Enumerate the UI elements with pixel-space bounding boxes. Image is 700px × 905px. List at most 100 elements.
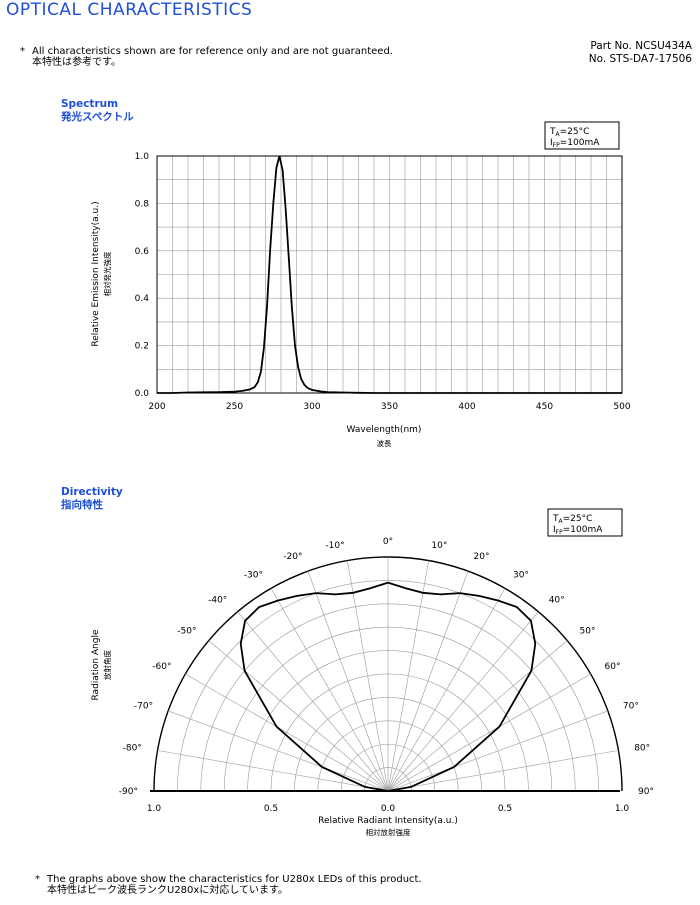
polar-grid-spoke	[387, 710, 608, 792]
polar-grid-spoke	[270, 588, 389, 792]
spectrum-y-tick-label: 0.4	[135, 294, 150, 304]
part-number: Part No. NCSU434A	[590, 40, 692, 52]
polar-grid-spoke	[168, 710, 389, 792]
polar-angle-label: -50°	[177, 626, 196, 636]
polar-grid-spoke	[237, 611, 389, 792]
footer-note-jp: 本特性はピーク波長ランクU280xに対応しています。	[47, 885, 289, 896]
polar-grid-spoke	[387, 571, 469, 792]
polar-angle-label: -40°	[208, 596, 227, 606]
directivity-cond-ta-sub: A	[559, 518, 564, 525]
directivity-xlabel: Relative Radiant Intensity(a.u.)	[318, 816, 458, 826]
reference-note-jp: 本特性は参考です。	[32, 57, 121, 68]
spectrum-grid	[157, 156, 622, 393]
directivity-title-en: Directivity	[61, 486, 123, 498]
polar-angle-label: 90°	[638, 787, 654, 797]
directivity-curve	[239, 581, 537, 792]
polar-angle-label: 0°	[383, 537, 393, 547]
spectrum-cond-ifp-sub: FP	[553, 142, 560, 149]
polar-grid-spoke	[185, 673, 389, 792]
polar-angle-label: -70°	[134, 702, 153, 712]
footer-note-en: The graphs above show the characteristic…	[47, 874, 422, 885]
polar-grid-spoke	[157, 750, 389, 792]
directivity-cond-ta-value: =25°C	[563, 514, 593, 524]
svg-text:IFP=100mA: IFP=100mA	[553, 525, 603, 536]
polar-grid-spoke	[387, 673, 591, 792]
spectrum-y-tick-label: 0.0	[135, 389, 150, 399]
polar-grid-spoke	[387, 588, 506, 792]
polar-grid-spoke	[387, 640, 568, 792]
part-info: Part No. NCSU434A No. STS-DA7-17506	[589, 40, 692, 66]
spectrum-y-tick-label: 0.2	[135, 342, 149, 352]
spectrum-cond-ifp-value: =100mA	[560, 138, 600, 148]
spectrum-ylabel: Relative Emission Intensity(a.u.)	[91, 201, 101, 346]
polar-grid-spoke	[387, 611, 539, 792]
spectrum-y-tick-label: 0.8	[135, 199, 150, 209]
polar-grid-spoke	[208, 640, 389, 792]
directivity-cond-ta: T	[552, 514, 559, 524]
spectrum-x-tick-label: 450	[536, 402, 553, 412]
note-marker: *	[20, 46, 25, 57]
polar-angle-label: -60°	[152, 662, 171, 672]
spectrum-cond-ta-value: =25°C	[560, 127, 590, 137]
page-title: OPTICAL CHARACTERISTICS	[6, 0, 253, 20]
spectrum-x-tick-label: 200	[148, 402, 165, 412]
polar-angle-label: -80°	[123, 744, 142, 754]
polar-angle-label: -10°	[325, 541, 344, 551]
svg-text:TA=25°C: TA=25°C	[549, 127, 589, 138]
document-number: No. STS-DA7-17506	[588, 53, 692, 65]
spectrum-title-jp: 発光スペクトル	[61, 111, 134, 123]
polar-angle-label: -30°	[244, 571, 263, 581]
polar-radial-tick-label: 1.0	[147, 804, 162, 814]
spectrum-y-tick-label: 0.6	[135, 247, 150, 257]
reference-note-en: All characteristics shown are for refere…	[32, 46, 393, 57]
polar-angle-label: 60°	[605, 662, 621, 672]
polar-grid	[153, 556, 623, 792]
spectrum-cond-ta-sub: A	[556, 131, 561, 138]
spectrum-x-tick-label: 400	[458, 402, 475, 412]
spectrum-x-tick-label: 250	[226, 402, 243, 412]
polar-angle-label: 70°	[623, 702, 639, 712]
spectrum-tick-labels: 200 250 300 350 400 450 500 0.0 0.2 0.4 0.6 0.8 1.0	[135, 152, 631, 412]
polar-radial-tick-label: 0.5	[264, 804, 278, 814]
polar-grid-spoke	[347, 560, 389, 792]
polar-angle-label: 40°	[549, 596, 565, 606]
spectrum-x-tick-label: 350	[381, 402, 398, 412]
polar-grid-spoke	[387, 750, 619, 792]
spectrum-x-tick-label: 300	[303, 402, 320, 412]
polar-radial-tick-label: 0.5	[498, 804, 512, 814]
spectrum-xlabel-jp: 波長	[377, 438, 392, 448]
directivity-condition-box: TA=25°C IFP=100mA	[547, 508, 623, 537]
spectrum-plot-frame	[156, 155, 623, 394]
directivity-ylabel: Radiation Angle	[91, 629, 101, 700]
directivity-xlabel-jp: 相対放射強度	[366, 827, 411, 837]
svg-text:IFP=100mA: IFP=100mA	[550, 138, 600, 149]
polar-radial-tick-label: 1.0	[615, 804, 630, 814]
spectrum-section-title: Spectrum 発光スペクトル	[61, 98, 134, 124]
directivity-cond-ifp-value: =100mA	[563, 525, 603, 535]
polar-angle-label: -90°	[119, 787, 138, 797]
polar-grid-spoke	[307, 571, 389, 792]
spectrum-ylabel-jp: 相対発光強度	[102, 251, 112, 296]
spectrum-xlabel: Wavelength(nm)	[347, 425, 422, 435]
spectrum-condition-box: TA=25°C IFP=100mA	[544, 121, 620, 150]
polar-grid-spoke	[387, 560, 429, 792]
spectrum-cond-ifp: I	[550, 138, 553, 148]
polar-angle-label: 30°	[513, 571, 529, 581]
spectrum-x-tick-label: 500	[613, 402, 630, 412]
polar-angle-labels: -90° -80° -70° -60° -50° -40° -30° -20° -10° 0° 10…	[119, 537, 654, 797]
directivity-cond-ifp: I	[553, 525, 556, 535]
svg-text:TA=25°C: TA=25°C	[552, 514, 592, 525]
polar-angle-label: 50°	[580, 626, 596, 636]
footer-note-marker: *	[35, 874, 40, 885]
reference-note: * All characteristics shown are for refe…	[20, 46, 393, 68]
polar-angle-label: -20°	[283, 552, 302, 562]
polar-angle-label: 10°	[431, 541, 447, 551]
directivity-section-title: Directivity 指向特性	[61, 486, 123, 512]
polar-radial-tick-label: 0.0	[381, 804, 396, 814]
footer-note: * The graphs above show the characterist…	[35, 874, 422, 896]
polar-radial-tick-labels: 1.0 0.5 0.0 0.5 1.0	[147, 804, 630, 814]
directivity-cond-ifp-sub: FP	[556, 529, 563, 536]
polar-angle-label: 20°	[474, 552, 490, 562]
directivity-ylabel-jp: 放射角度	[102, 650, 112, 680]
